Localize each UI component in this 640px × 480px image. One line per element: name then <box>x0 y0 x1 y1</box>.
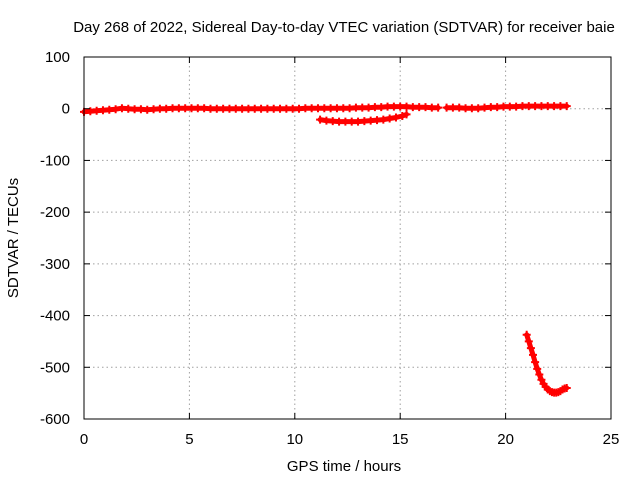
data-point <box>391 113 400 122</box>
data-series <box>80 102 571 397</box>
data-point <box>434 103 443 112</box>
x-tick-label: 10 <box>286 431 303 448</box>
x-tick-label: 5 <box>185 431 193 448</box>
axis-ticks: 0 5 10 15 20 25 100 0 -100 -200 -300 -400 -500 -600 <box>40 49 619 448</box>
y-axis-label: SDTVAR / TECUs <box>5 178 22 298</box>
data-point <box>524 337 533 346</box>
data-point <box>562 102 571 111</box>
data-point <box>111 105 120 114</box>
x-tick-label: 25 <box>603 431 620 448</box>
y-tick-label: -600 <box>40 411 70 428</box>
x-axis-label: GPS time / hours <box>287 458 401 475</box>
data-point <box>398 111 407 120</box>
y-tick-label: 0 <box>62 101 70 118</box>
y-tick-label: -200 <box>40 204 70 221</box>
grid-lines <box>84 57 611 419</box>
data-point <box>529 350 538 359</box>
y-tick-label: -500 <box>40 359 70 376</box>
y-tick-label: -300 <box>40 256 70 273</box>
series-late-track <box>442 102 571 113</box>
x-tick-label: 0 <box>80 431 88 448</box>
chart-title: Day 268 of 2022, Sidereal Day-to-day VTE… <box>73 19 615 36</box>
data-point <box>402 110 411 119</box>
series-deep-arc <box>522 330 571 397</box>
data-point <box>535 370 544 379</box>
series-main-track <box>80 102 443 116</box>
data-point <box>531 358 540 367</box>
data-point <box>526 344 535 353</box>
data-point <box>385 114 394 123</box>
plot-frame <box>83 56 612 420</box>
data-point <box>562 383 571 392</box>
x-tick-label: 15 <box>392 431 409 448</box>
y-tick-label: 100 <box>45 49 70 66</box>
data-point <box>522 330 531 339</box>
series-dip-arc <box>316 110 411 126</box>
y-tick-label: -100 <box>40 152 70 169</box>
data-point <box>316 115 325 124</box>
data-point <box>533 364 542 373</box>
x-tick-label: 20 <box>497 431 514 448</box>
y-tick-label: -400 <box>40 308 70 325</box>
data-point <box>537 375 546 384</box>
data-point <box>379 115 388 124</box>
